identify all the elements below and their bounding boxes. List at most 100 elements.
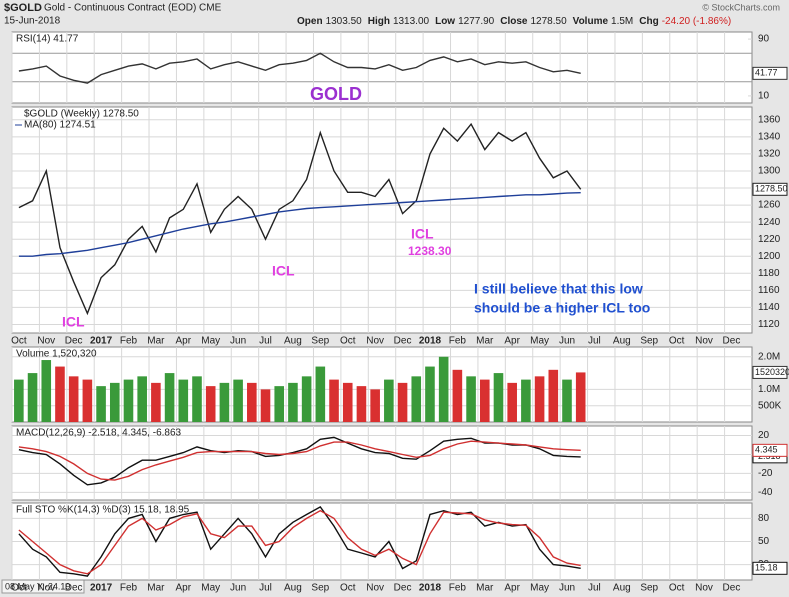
x-tick-label: Apr	[176, 583, 192, 594]
x-tick-label: Dec	[65, 336, 83, 347]
x-tick-label: May	[530, 583, 549, 594]
volume-bar	[452, 369, 463, 422]
quote-value: 1278.50	[530, 16, 567, 27]
quote-value: 1277.90	[458, 16, 495, 27]
x-tick-label: Nov	[366, 583, 384, 594]
x-tick-label: Oct	[669, 336, 685, 347]
x-tick-label: Mar	[147, 583, 165, 594]
x-tick-label: Aug	[613, 583, 631, 594]
last-value-box	[752, 365, 788, 379]
x-tick-label: Nov	[695, 336, 713, 347]
x-tick-label: Jul	[588, 336, 601, 347]
x-tick-label: Apr	[176, 336, 192, 347]
x-tick-label: Sep	[311, 336, 329, 347]
panel-title: Volume 1,520,320	[16, 349, 97, 360]
y-tick-label: 20	[758, 430, 770, 441]
x-tick-label: Sep	[640, 336, 658, 347]
x-tick-label: Mar	[476, 336, 494, 347]
x-tick-label: Jul	[259, 583, 272, 594]
volume-bar	[274, 386, 285, 422]
x-tick-label: Apr	[504, 583, 520, 594]
y-tick-label: -40	[758, 487, 773, 498]
volume-bar	[425, 366, 435, 422]
y-tick-label: 1300	[758, 166, 781, 177]
last-value-label: 4.345	[755, 445, 778, 455]
panel-frame	[11, 425, 753, 501]
symbol: $GOLD	[4, 2, 42, 14]
volume-bar	[534, 376, 545, 422]
volume-bar	[14, 379, 24, 422]
volume-bar	[521, 379, 531, 422]
volume-bar	[41, 360, 52, 422]
x-tick-label: Oct	[340, 336, 356, 347]
x-tick-label: Oct	[11, 583, 27, 594]
x-tick-label: Jun	[559, 336, 575, 347]
x-tick-label: Aug	[284, 583, 302, 594]
series-line	[18, 509, 581, 575]
last-value-box	[752, 66, 788, 80]
date: 15-Jun-2018	[4, 16, 61, 27]
last-value-box	[752, 443, 788, 457]
x-tick-label: Jun	[230, 583, 246, 594]
x-tick-label: Oct	[340, 583, 356, 594]
x-tick-label: Dec	[65, 583, 83, 594]
y-tick-label: 1180	[758, 268, 780, 279]
volume-bar	[123, 379, 134, 422]
y-tick-label: 1140	[758, 302, 780, 313]
legend-entry: $GOLD (Weekly) 1278.50	[24, 109, 139, 120]
volume-bar	[205, 386, 216, 422]
x-tick-label: Feb	[120, 583, 138, 594]
volume-bar	[301, 376, 312, 422]
quote-label: Open	[297, 16, 323, 27]
volume-bar	[384, 379, 394, 422]
x-tick-label: Nov	[695, 583, 713, 594]
series-line	[18, 505, 581, 577]
volume-bar	[233, 379, 243, 422]
volume-bar	[82, 379, 93, 422]
volume-bar	[288, 382, 298, 422]
volume-bar	[247, 382, 257, 422]
tooltip: 08 May Y:-24.19	[5, 581, 70, 591]
last-value-label: 41.77	[755, 68, 778, 78]
quote-value: -24.20 (-1.86%)	[662, 16, 731, 27]
x-tick-label: Sep	[311, 583, 329, 594]
x-tick-label: Apr	[504, 336, 520, 347]
x-tick-label: Aug	[613, 336, 631, 347]
series-line	[18, 192, 581, 257]
volume-bar	[370, 389, 380, 422]
annotation: I still believe that this low	[474, 281, 643, 297]
x-tick-label: Aug	[284, 336, 302, 347]
last-value-label: 1520320	[755, 367, 789, 377]
x-tick-label: Feb	[449, 336, 467, 347]
volume-bar	[27, 373, 38, 422]
panel-frame	[11, 106, 753, 334]
x-tick-label: Jul	[259, 336, 272, 347]
volume-bar	[356, 386, 367, 422]
last-value-box	[752, 561, 788, 575]
x-tick-label: Feb	[449, 583, 467, 594]
x-tick-label: Sep	[640, 583, 658, 594]
legend-entry: MA(80) 1274.51	[24, 120, 96, 131]
y-tick-label: 1340	[758, 131, 781, 142]
y-tick-label: 1360	[758, 114, 781, 125]
last-value-label: 15.18	[755, 563, 778, 573]
panel-title: RSI(14) 41.77	[16, 34, 79, 45]
y-tick-label: 50	[758, 536, 770, 547]
y-tick-label: 1260	[758, 200, 781, 211]
volume-bar	[411, 376, 422, 422]
volume-bar	[151, 382, 161, 422]
y-tick-label: 1320	[758, 149, 781, 160]
quote: Open 1303.50 High 1313.00 Low 1277.90 Close 127…	[297, 16, 731, 27]
x-tick-label: Nov	[37, 583, 55, 594]
y-tick-label: 80	[758, 513, 770, 524]
x-tick-label: Nov	[366, 336, 384, 347]
x-tick-label: 2018	[419, 583, 442, 594]
quote-label: Close	[500, 16, 528, 27]
x-tick-label: Mar	[147, 336, 165, 347]
x-tick-label: Oct	[11, 336, 27, 347]
y-tick-label: 1120	[758, 319, 780, 330]
annotation: GOLD	[310, 84, 362, 104]
y-tick-label: 1240	[758, 217, 781, 228]
volume-bar	[548, 369, 559, 422]
